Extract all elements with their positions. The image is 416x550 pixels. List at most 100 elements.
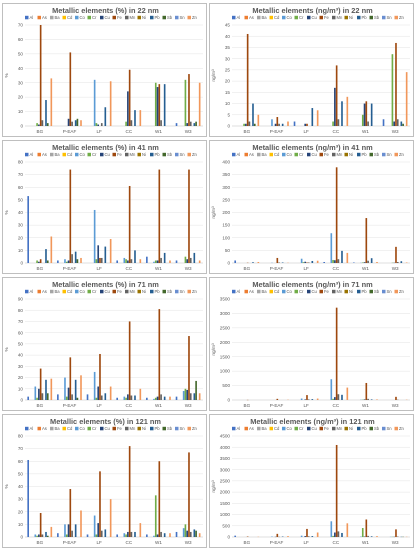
bar (69, 357, 72, 400)
legend-swatch (382, 426, 386, 431)
bar (46, 535, 49, 537)
chart-svg: Metallic elements (ng/m³) in 71 nm Al As Ba… (211, 280, 410, 408)
bar (365, 382, 368, 400)
bar (100, 395, 103, 400)
bar (64, 259, 66, 263)
bar (276, 117, 279, 126)
bar (41, 534, 44, 537)
legend-label: Cu (105, 152, 111, 157)
bar (405, 72, 408, 126)
legend-label: Cr (299, 15, 304, 20)
y-tick-label: 60 (18, 185, 24, 190)
legend-label: As (249, 289, 254, 294)
bar (97, 523, 100, 537)
legend-swatch (369, 426, 373, 431)
bar (188, 336, 190, 400)
legend-swatch (369, 289, 373, 294)
bar (39, 259, 42, 263)
x-tick-label: W1 (362, 403, 369, 408)
bar (334, 87, 336, 126)
legend-swatch (232, 289, 236, 294)
legend-swatch (150, 152, 154, 157)
bar (156, 87, 159, 126)
legend-label: Ni (349, 426, 353, 431)
y-tick-label: 500 (222, 523, 230, 528)
legend-label: Co (287, 426, 293, 431)
legend-label: Ni (142, 289, 146, 294)
y-tick-label: 3000 (220, 467, 231, 472)
y-tick-label: 300 (222, 185, 230, 190)
bar (400, 121, 403, 126)
bar (252, 103, 254, 126)
legend-swatch (87, 426, 91, 431)
legend-label: Sn (180, 426, 186, 431)
bar (39, 368, 42, 400)
bar (130, 531, 133, 537)
bar (370, 536, 373, 537)
y-tick-label: 0 (227, 535, 230, 540)
bar (67, 524, 70, 537)
legend-swatch (282, 152, 286, 157)
legend-label: As (249, 15, 254, 20)
legend-label: Ba (262, 152, 268, 157)
chart-panel: Metallic elements (ng/m³) in 41 nm Al As Ba… (209, 140, 414, 274)
legend-swatch (87, 152, 91, 157)
legend-label: Sb (167, 426, 173, 431)
bar (69, 169, 72, 263)
bar (245, 123, 247, 126)
legend-swatch (269, 426, 273, 431)
bar (41, 120, 44, 126)
legend-label: Ba (262, 426, 268, 431)
x-tick-label: W1 (362, 266, 369, 271)
bar (311, 260, 314, 263)
bar (139, 259, 142, 263)
legend-label: Cr (299, 289, 304, 294)
legend-label: Fe (117, 15, 123, 20)
bar (71, 254, 73, 263)
bar (153, 535, 155, 537)
bar (163, 396, 166, 400)
bar (332, 398, 334, 400)
bar (104, 246, 107, 263)
bar (188, 169, 190, 263)
legend-swatch (344, 426, 348, 431)
legend-swatch (294, 426, 298, 431)
legend-label: Cr (92, 152, 97, 157)
bar (253, 123, 256, 126)
y-tick-label: 40 (18, 484, 24, 489)
x-tick-label: W3 (185, 540, 192, 545)
legend-swatch (37, 15, 41, 20)
bar (74, 251, 77, 263)
x-tick-label: LF (96, 266, 102, 271)
bar (100, 257, 103, 263)
legend-swatch (125, 15, 129, 20)
legend-swatch (62, 15, 66, 20)
bar (175, 396, 178, 400)
x-tick-label: CC (126, 403, 133, 408)
legend-swatch (75, 289, 79, 294)
legend-label: Ba (262, 15, 268, 20)
bar (189, 531, 192, 537)
y-tick-label: 50 (225, 248, 231, 253)
x-tick-label: P-EAF (270, 403, 284, 408)
bar (97, 386, 100, 400)
bar (306, 123, 308, 126)
legend-swatch (232, 15, 236, 20)
bar (109, 499, 112, 537)
bar (316, 260, 319, 263)
bar (334, 532, 336, 537)
legend-swatch (175, 15, 179, 20)
bar (100, 530, 103, 537)
legend-label: Pb (155, 15, 161, 20)
legend-swatch (244, 426, 248, 431)
bar (128, 446, 131, 537)
x-tick-label: P-EAF (63, 266, 77, 271)
bar (104, 107, 107, 126)
bar (334, 397, 336, 400)
bar (134, 250, 136, 263)
bar (311, 536, 314, 537)
chart-panel: Metallic elements (%) in 71 nm Al As Ba Cd Co… (2, 277, 207, 411)
bar (198, 533, 201, 537)
y-tick-label: 0 (20, 124, 23, 129)
bar (74, 379, 77, 400)
